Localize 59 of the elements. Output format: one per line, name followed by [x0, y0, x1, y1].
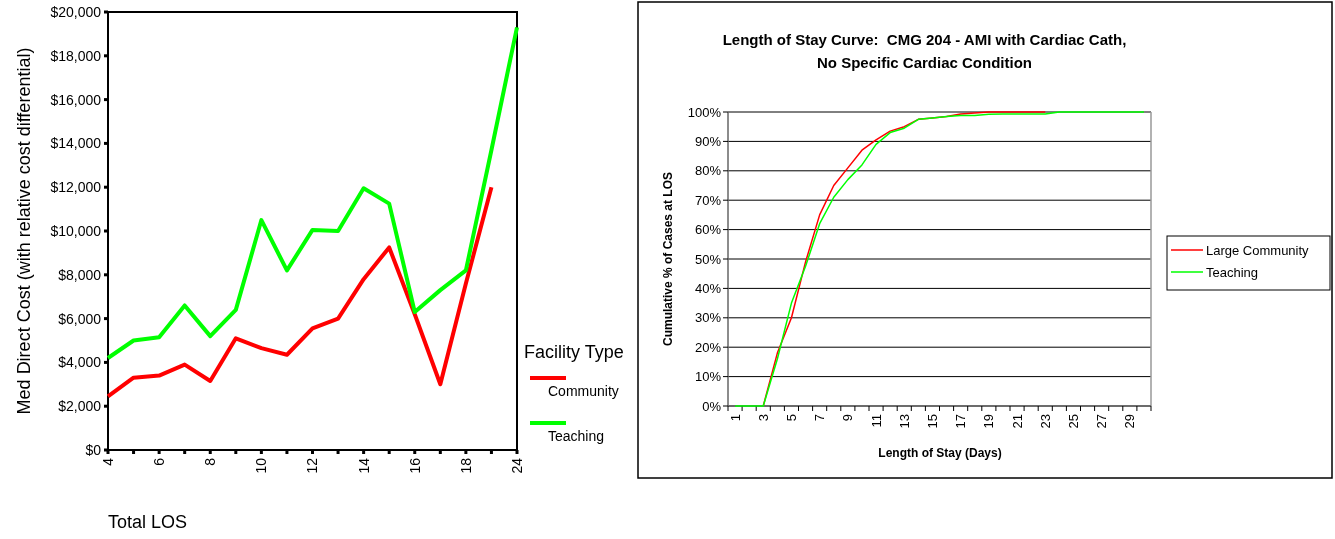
x-tick-label: 24 [508, 457, 525, 474]
x-axis-title: Length of Stay (Days) [878, 446, 1002, 460]
legend-label: Teaching [1206, 265, 1259, 280]
x-tick-label: 18 [457, 457, 474, 474]
x-tick-label: 14 [355, 457, 372, 474]
y-tick-label: $8,000 [58, 266, 102, 283]
y-tick-label: 90% [694, 133, 722, 149]
chart-title: Length of Stay Curve: CMG 204 - AMI with Cardiac Cath, No Specific Cardiac Condition [722, 31, 1127, 71]
y-axis-title: Cumulative % of Cases at LOS [661, 171, 676, 347]
x-tick-label: 3 [755, 414, 771, 422]
legend-title: Facility Type [524, 342, 624, 362]
y-tick-label: $20,000 [50, 3, 102, 20]
y-tick-label: 0% [702, 398, 722, 414]
y-tick-label: 50% [694, 251, 722, 267]
y-tick-label: $2,000 [58, 398, 102, 415]
x-tick-label: 12 [304, 457, 321, 474]
y-tick-label: 40% [694, 280, 722, 296]
line-series [734, 111, 1145, 407]
x-tick-label: 17 [953, 414, 969, 429]
x-tick-label: 8 [202, 457, 219, 466]
y-tick-label: $16,000 [50, 91, 102, 108]
line-series [106, 25, 519, 361]
y-tick-label: $12,000 [50, 179, 102, 196]
x-tick-label: 21 [1009, 414, 1025, 429]
y-tick-label: $4,000 [58, 354, 102, 371]
y-tick-label: $0 [85, 441, 102, 458]
y-tick-label: 20% [694, 339, 722, 355]
y-tick-label: 70% [694, 192, 722, 208]
x-tick-label: 29 [1122, 414, 1138, 429]
legend-label: Large Community [1206, 243, 1310, 258]
y-tick-label: 100% [687, 104, 722, 120]
x-tick-label: 9 [840, 414, 856, 422]
x-tick-label: 25 [1066, 414, 1081, 429]
y-tick-label: 10% [694, 369, 722, 385]
line-series [106, 185, 494, 399]
y-tick-label: 60% [694, 222, 722, 238]
x-tick-label: 19 [981, 414, 997, 429]
y-tick-label: $18,000 [50, 47, 102, 64]
x-tick-label: 1 [727, 414, 743, 422]
x-tick-label: 13 [896, 414, 912, 429]
x-tick-label: 15 [925, 414, 940, 429]
y-tick-label: $6,000 [58, 310, 102, 327]
x-tick-label: 10 [253, 457, 270, 474]
x-tick-label: 23 [1037, 414, 1053, 429]
y-tick-label: 80% [694, 163, 722, 179]
x-axis-title: Total LOS [108, 512, 188, 532]
legend-label: Community [548, 383, 619, 399]
y-axis-title: Med Direct Cost (with relative cost differential) [14, 47, 35, 415]
y-tick-label: 30% [694, 310, 722, 326]
y-tick-label: $10,000 [50, 222, 102, 239]
x-tick-label: 16 [406, 457, 423, 474]
x-tick-label: 27 [1094, 414, 1110, 429]
x-tick-label: 11 [868, 414, 884, 428]
y-tick-label: $14,000 [50, 135, 102, 152]
x-tick-label: 7 [812, 414, 828, 422]
x-tick-label: 5 [784, 414, 799, 422]
x-tick-label: 6 [151, 457, 168, 466]
legend-label: Teaching [548, 428, 605, 444]
x-tick-label: 4 [99, 457, 116, 466]
